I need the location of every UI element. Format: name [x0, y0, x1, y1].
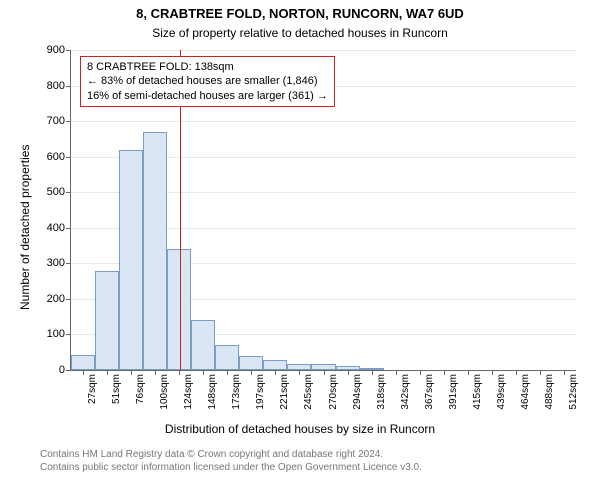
- xtick-label: 391sqm: [448, 370, 459, 410]
- chart-container: 8, CRABTREE FOLD, NORTON, RUNCORN, WA7 6…: [0, 0, 600, 500]
- annotation-line-3: 16% of semi-detached houses are larger (…: [87, 89, 328, 103]
- xtick-mark: [131, 370, 132, 375]
- xtick-label: 173sqm: [231, 370, 242, 410]
- ytick-label: 900: [47, 44, 71, 56]
- xtick-label: 245sqm: [303, 370, 314, 410]
- ytick-label: 200: [47, 293, 71, 305]
- annotation-box: 8 CRABTREE FOLD: 138sqm ← 83% of detache…: [80, 56, 335, 107]
- xtick-mark: [275, 370, 276, 375]
- histogram-bar: [191, 320, 215, 370]
- xtick-label: 294sqm: [352, 370, 363, 410]
- x-axis-label: Distribution of detached houses by size …: [0, 422, 600, 436]
- xtick-label: 51sqm: [111, 370, 122, 404]
- xtick-mark: [444, 370, 445, 375]
- xtick-label: 270sqm: [328, 370, 339, 410]
- xtick-label: 27sqm: [87, 370, 98, 404]
- xtick-mark: [564, 370, 565, 375]
- xtick-mark: [83, 370, 84, 375]
- xtick-mark: [227, 370, 228, 375]
- xtick-label: 367sqm: [424, 370, 435, 410]
- histogram-bar: [143, 132, 167, 370]
- xtick-mark: [492, 370, 493, 375]
- y-axis-label: Number of detached properties: [18, 145, 32, 310]
- ytick-label: 400: [47, 222, 71, 234]
- xtick-label: 148sqm: [207, 370, 218, 410]
- xtick-label: 100sqm: [159, 370, 170, 410]
- xtick-label: 76sqm: [135, 370, 146, 404]
- xtick-mark: [179, 370, 180, 375]
- footer-line-2: Contains public sector information licen…: [40, 461, 600, 474]
- xtick-mark: [420, 370, 421, 375]
- ytick-label: 100: [47, 328, 71, 340]
- xtick-label: 124sqm: [183, 370, 194, 410]
- xtick-mark: [155, 370, 156, 375]
- histogram-bar: [119, 150, 143, 370]
- xtick-mark: [299, 370, 300, 375]
- xtick-label: 464sqm: [520, 370, 531, 410]
- xtick-mark: [516, 370, 517, 375]
- xtick-mark: [324, 370, 325, 375]
- xtick-mark: [540, 370, 541, 375]
- histogram-bar: [215, 345, 239, 370]
- histogram-bar: [239, 356, 263, 370]
- histogram-bar: [71, 355, 95, 370]
- annotation-line-2: ← 83% of detached houses are smaller (1,…: [87, 74, 328, 88]
- xtick-mark: [203, 370, 204, 375]
- ytick-label: 700: [47, 115, 71, 127]
- xtick-label: 488sqm: [544, 370, 555, 410]
- chart-title-line1: 8, CRABTREE FOLD, NORTON, RUNCORN, WA7 6…: [0, 6, 600, 21]
- xtick-label: 415sqm: [472, 370, 483, 410]
- xtick-label: 197sqm: [255, 370, 266, 410]
- xtick-mark: [348, 370, 349, 375]
- ytick-label: 500: [47, 186, 71, 198]
- gridline: [71, 50, 576, 51]
- footer-line-1: Contains HM Land Registry data © Crown c…: [40, 448, 600, 461]
- histogram-bar: [167, 249, 191, 370]
- footer-attribution: Contains HM Land Registry data © Crown c…: [0, 448, 600, 474]
- xtick-label: 342sqm: [400, 370, 411, 410]
- xtick-mark: [396, 370, 397, 375]
- annotation-line-1: 8 CRABTREE FOLD: 138sqm: [87, 60, 328, 74]
- xtick-mark: [468, 370, 469, 375]
- chart-title-line2: Size of property relative to detached ho…: [0, 26, 600, 40]
- ytick-label: 800: [47, 80, 71, 92]
- xtick-label: 512sqm: [568, 370, 579, 410]
- xtick-label: 439sqm: [496, 370, 507, 410]
- xtick-label: 221sqm: [279, 370, 290, 410]
- ytick-label: 300: [47, 257, 71, 269]
- ytick-label: 0: [59, 364, 71, 376]
- histogram-bar: [95, 271, 119, 370]
- histogram-bar: [263, 360, 287, 370]
- gridline: [71, 121, 576, 122]
- xtick-mark: [251, 370, 252, 375]
- xtick-mark: [372, 370, 373, 375]
- xtick-mark: [107, 370, 108, 375]
- ytick-label: 600: [47, 151, 71, 163]
- xtick-label: 318sqm: [376, 370, 387, 410]
